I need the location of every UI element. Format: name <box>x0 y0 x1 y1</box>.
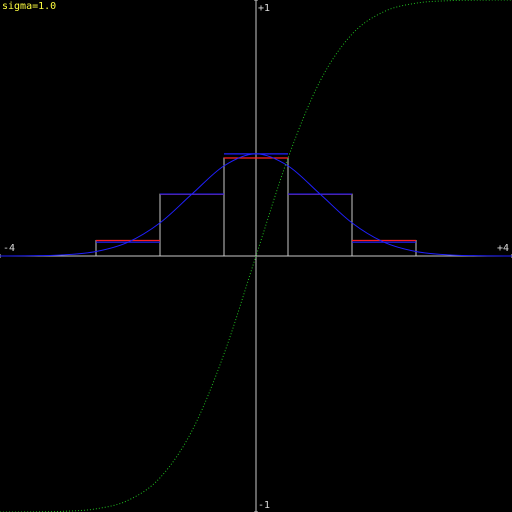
y-tick-label: +1 <box>258 3 270 14</box>
curve <box>0 153 512 257</box>
annotation: sigma=1.0 <box>2 1 56 12</box>
x-tick-label: -4 <box>3 243 15 254</box>
y-tick-label: -1 <box>258 500 270 511</box>
x-tick-label: +4 <box>497 243 509 254</box>
